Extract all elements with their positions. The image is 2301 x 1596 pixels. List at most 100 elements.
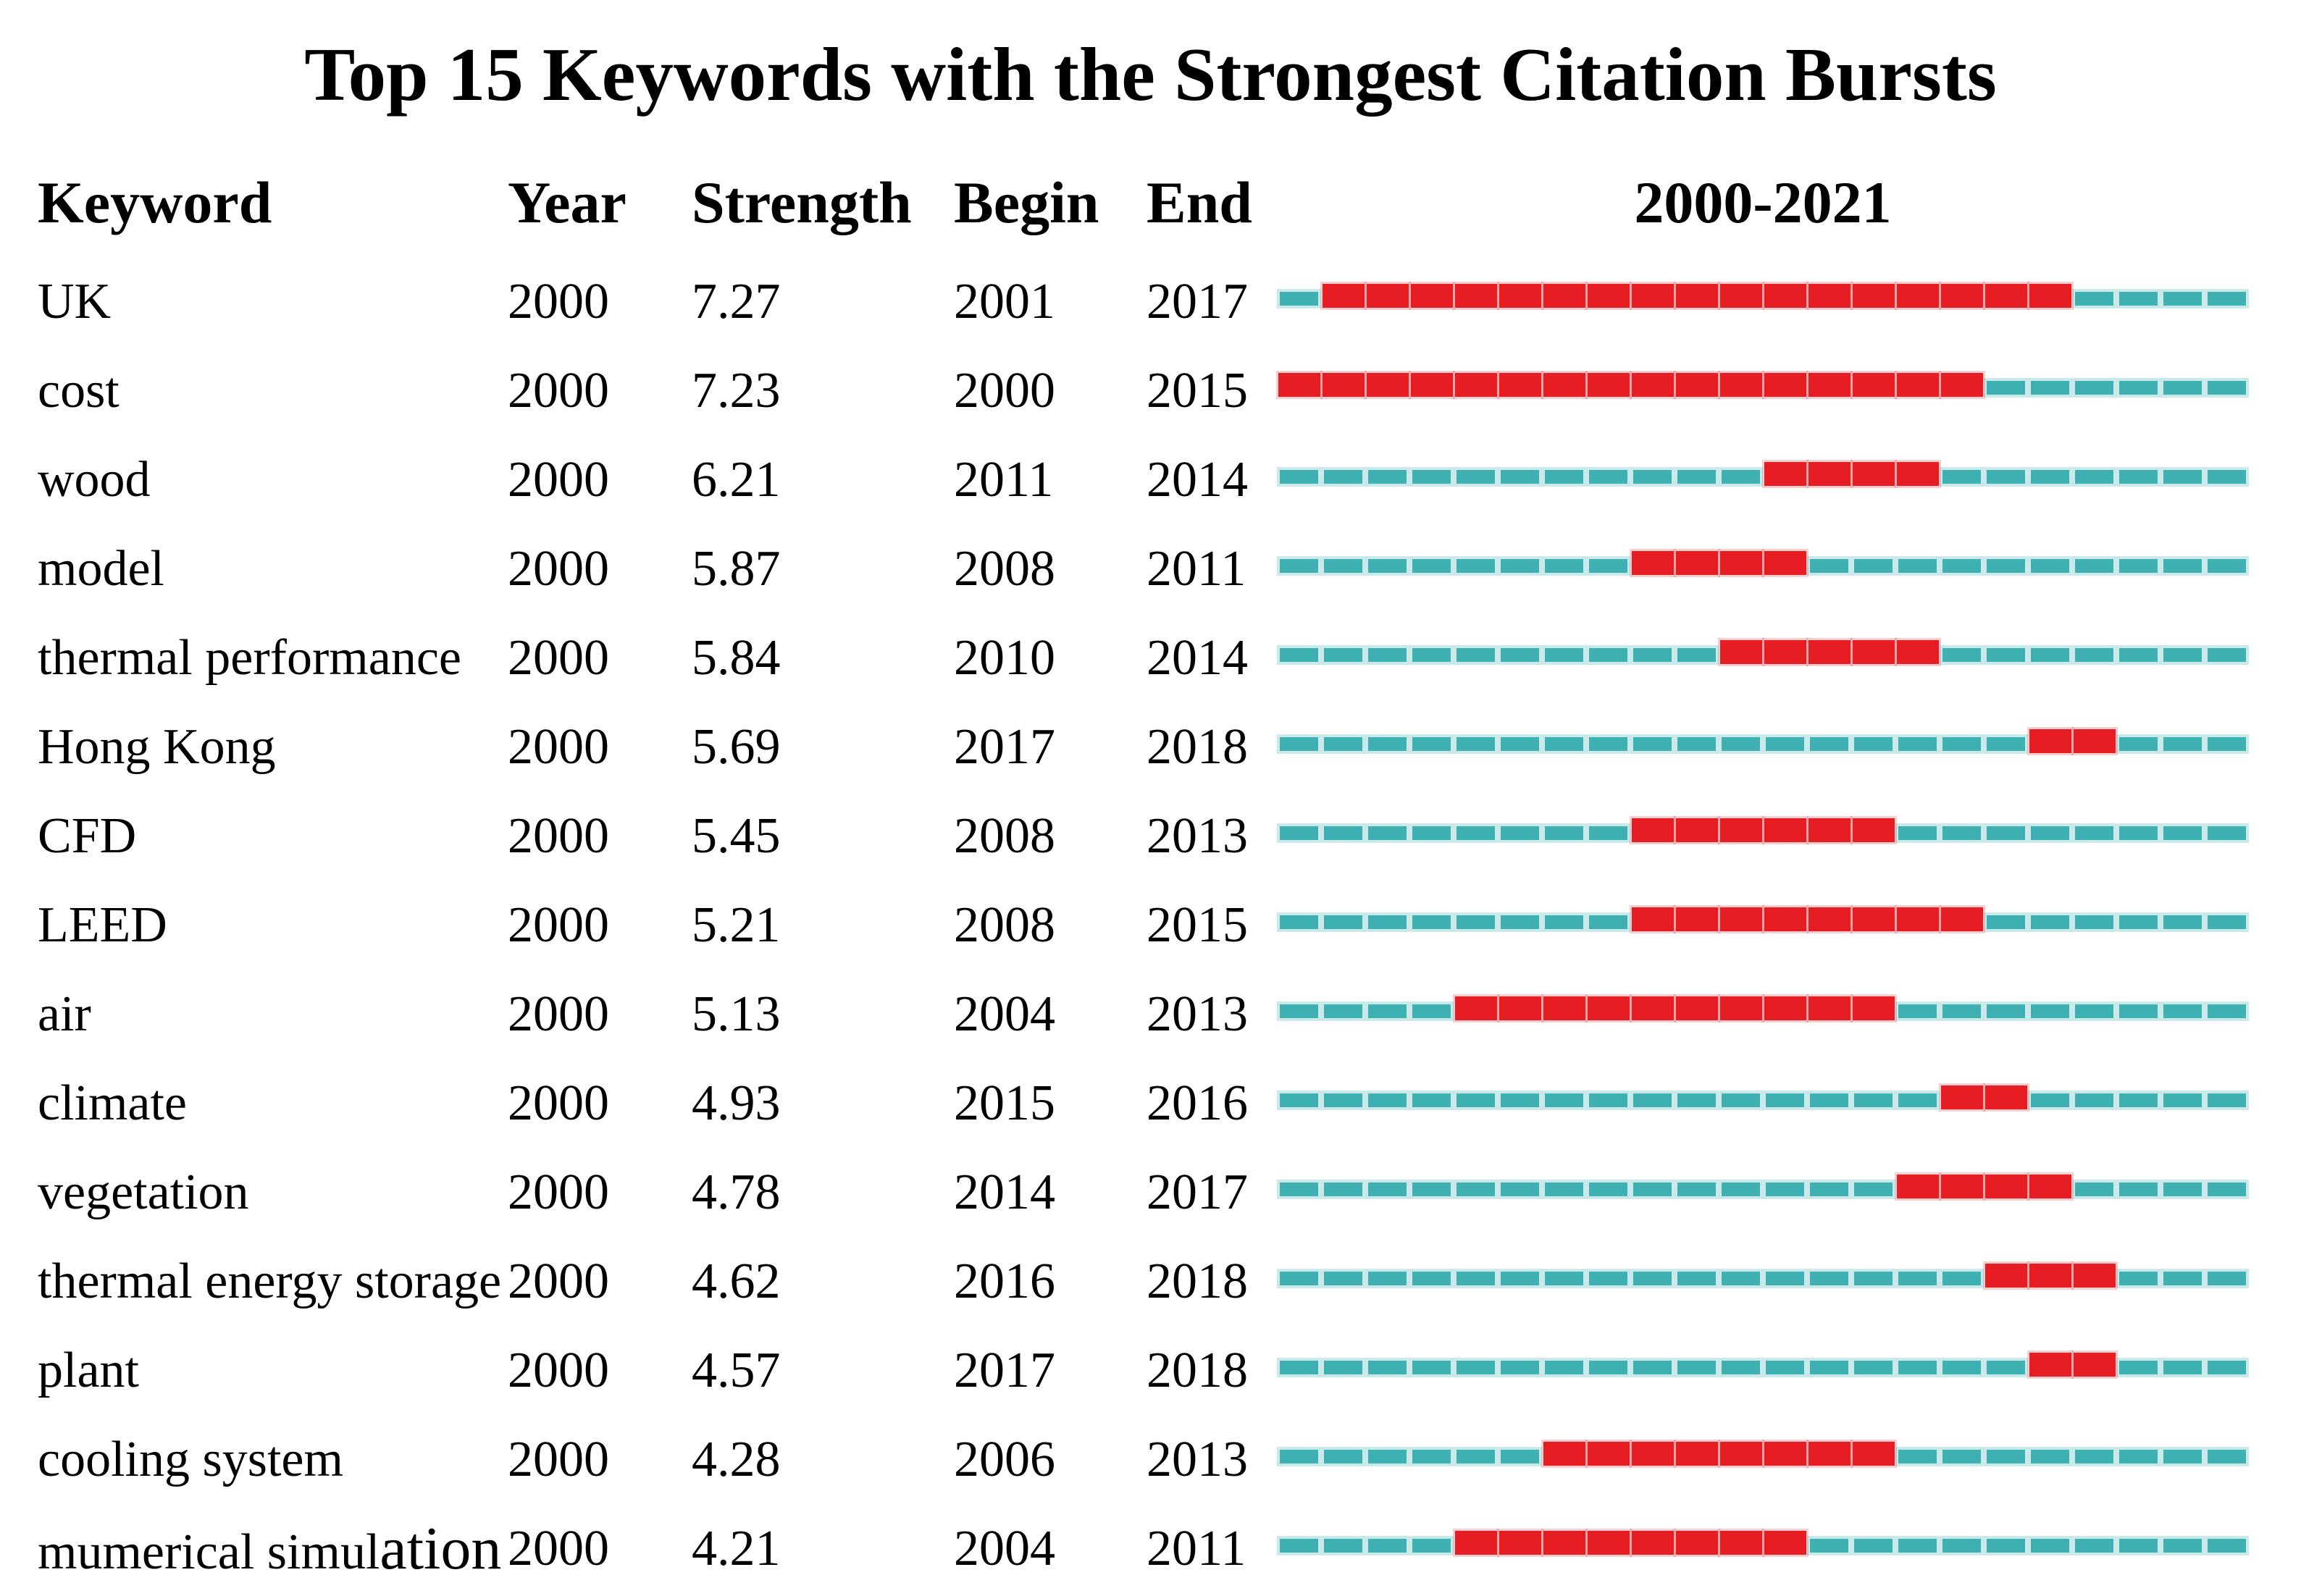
timeline-year-2003	[1409, 1439, 1454, 1475]
base-segment	[2208, 292, 2246, 306]
base-segment	[1324, 1272, 1362, 1285]
base-segment	[2119, 1361, 2158, 1374]
timeline-year-2015	[1940, 548, 1984, 584]
timeline-year-2009	[1675, 726, 1719, 763]
timeline	[1277, 1439, 2249, 1475]
base-segment	[1987, 826, 2025, 840]
table-row: CFD 2000 5.45 2008 2013	[0, 791, 2301, 881]
timeline-year-2010	[1719, 459, 1763, 495]
timeline-year-2018	[2072, 1083, 2116, 1119]
burst-segment	[1808, 907, 1851, 931]
strength-cell: 5.45	[692, 807, 781, 864]
base-segment	[2208, 1093, 2246, 1107]
timeline-year-2007	[1586, 370, 1630, 406]
timeline-year-2006	[1542, 994, 1586, 1030]
base-segment	[1589, 1093, 1627, 1107]
timeline-year-2000	[1277, 1172, 1321, 1208]
timeline-year-2012	[1807, 637, 1851, 673]
timeline-year-2000	[1277, 815, 1321, 852]
end-cell: 2015	[1147, 896, 1248, 953]
base-segment	[2075, 915, 2113, 929]
timeline-year-2014	[1895, 994, 1940, 1030]
timeline-year-2007	[1586, 815, 1630, 852]
base-segment	[1457, 1093, 1495, 1107]
base-segment	[1412, 1183, 1451, 1196]
timeline-year-2000	[1277, 370, 1321, 406]
timeline-year-2000	[1277, 726, 1321, 763]
timeline-year-2005	[1498, 904, 1542, 941]
base-segment	[1324, 915, 1362, 929]
timeline-year-2015	[1940, 281, 1984, 317]
timeline-year-2018	[2072, 459, 2116, 495]
base-segment	[2119, 737, 2158, 751]
base-segment	[1677, 470, 1716, 484]
keyword-cell: thermal performance	[38, 629, 461, 686]
base-segment	[1810, 1539, 1848, 1553]
timeline-year-2008	[1630, 1083, 1675, 1119]
burst-segment	[1852, 284, 1895, 308]
base-segment	[1942, 1361, 1981, 1374]
base-segment	[1589, 826, 1627, 840]
base-segment	[1633, 470, 1672, 484]
timeline-year-2011	[1763, 815, 1807, 852]
timeline-year-2004	[1454, 459, 1498, 495]
timeline-year-2004	[1454, 1261, 1498, 1297]
timeline-year-2001	[1321, 1261, 1365, 1297]
timeline-year-2013	[1851, 548, 1895, 584]
base-segment	[1987, 1361, 2025, 1374]
timeline-year-2011	[1763, 1261, 1807, 1297]
timeline-year-2007	[1586, 281, 1630, 317]
burst-segment	[1808, 462, 1851, 486]
table-row: climate 2000 4.93 2015 2016	[0, 1059, 2301, 1148]
base-segment	[2163, 1004, 2202, 1018]
burst-segment	[1940, 1175, 1983, 1198]
timeline-year-2018	[2072, 1439, 2116, 1475]
base-segment	[1677, 1093, 1716, 1107]
timeline-year-2014	[1895, 1350, 1940, 1386]
base-segment	[2119, 826, 2158, 840]
base-segment	[1412, 470, 1451, 484]
keyword-cell: air	[38, 986, 91, 1042]
timeline-year-2007	[1586, 1083, 1630, 1119]
base-segment	[1280, 1539, 1318, 1553]
base-segment	[2208, 470, 2246, 484]
keyword-cell: model	[38, 540, 164, 597]
timeline-year-2017	[2028, 1439, 2072, 1475]
burst-segment	[1543, 1531, 1585, 1555]
base-segment	[1457, 1450, 1495, 1463]
timeline-year-2016	[1984, 548, 2028, 584]
base-segment	[1457, 559, 1495, 573]
timeline-year-2001	[1321, 815, 1365, 852]
timeline-year-2017	[2028, 637, 2072, 673]
begin-cell: 2008	[954, 807, 1055, 864]
timeline-year-2007	[1586, 1439, 1630, 1475]
burst-segment	[1543, 373, 1585, 397]
timeline-year-2019	[2116, 904, 2160, 941]
timeline-year-2020	[2160, 904, 2205, 941]
strength-cell: 6.21	[692, 451, 781, 508]
table-row: cooling system 2000 4.28 2006 2013	[0, 1415, 2301, 1504]
timeline-year-2014	[1895, 1083, 1940, 1119]
burst-segment	[1454, 284, 1497, 308]
base-segment	[1722, 1093, 1760, 1107]
timeline	[1277, 1350, 2249, 1386]
timeline-year-2019	[2116, 1083, 2160, 1119]
base-segment	[1545, 1361, 1583, 1374]
end-cell: 2011	[1147, 1520, 1246, 1576]
timeline-year-2006	[1542, 370, 1586, 406]
base-segment	[2208, 648, 2246, 662]
timeline-year-2003	[1409, 1261, 1454, 1297]
base-segment	[1412, 559, 1451, 573]
timeline-year-2005	[1498, 1439, 1542, 1475]
timeline-year-2020	[2160, 459, 2205, 495]
timeline-year-2000	[1277, 994, 1321, 1030]
timeline-year-2021	[2205, 1083, 2249, 1119]
keyword-cell: thermal energy storage	[38, 1253, 502, 1309]
burst-segment	[1410, 373, 1453, 397]
burst-segment	[1852, 640, 1895, 664]
base-segment	[1854, 559, 1893, 573]
begin-cell: 2017	[954, 1342, 1055, 1398]
strength-cell: 4.62	[692, 1253, 781, 1309]
timeline-year-2021	[2205, 1528, 2249, 1564]
timeline-year-2012	[1807, 1172, 1851, 1208]
